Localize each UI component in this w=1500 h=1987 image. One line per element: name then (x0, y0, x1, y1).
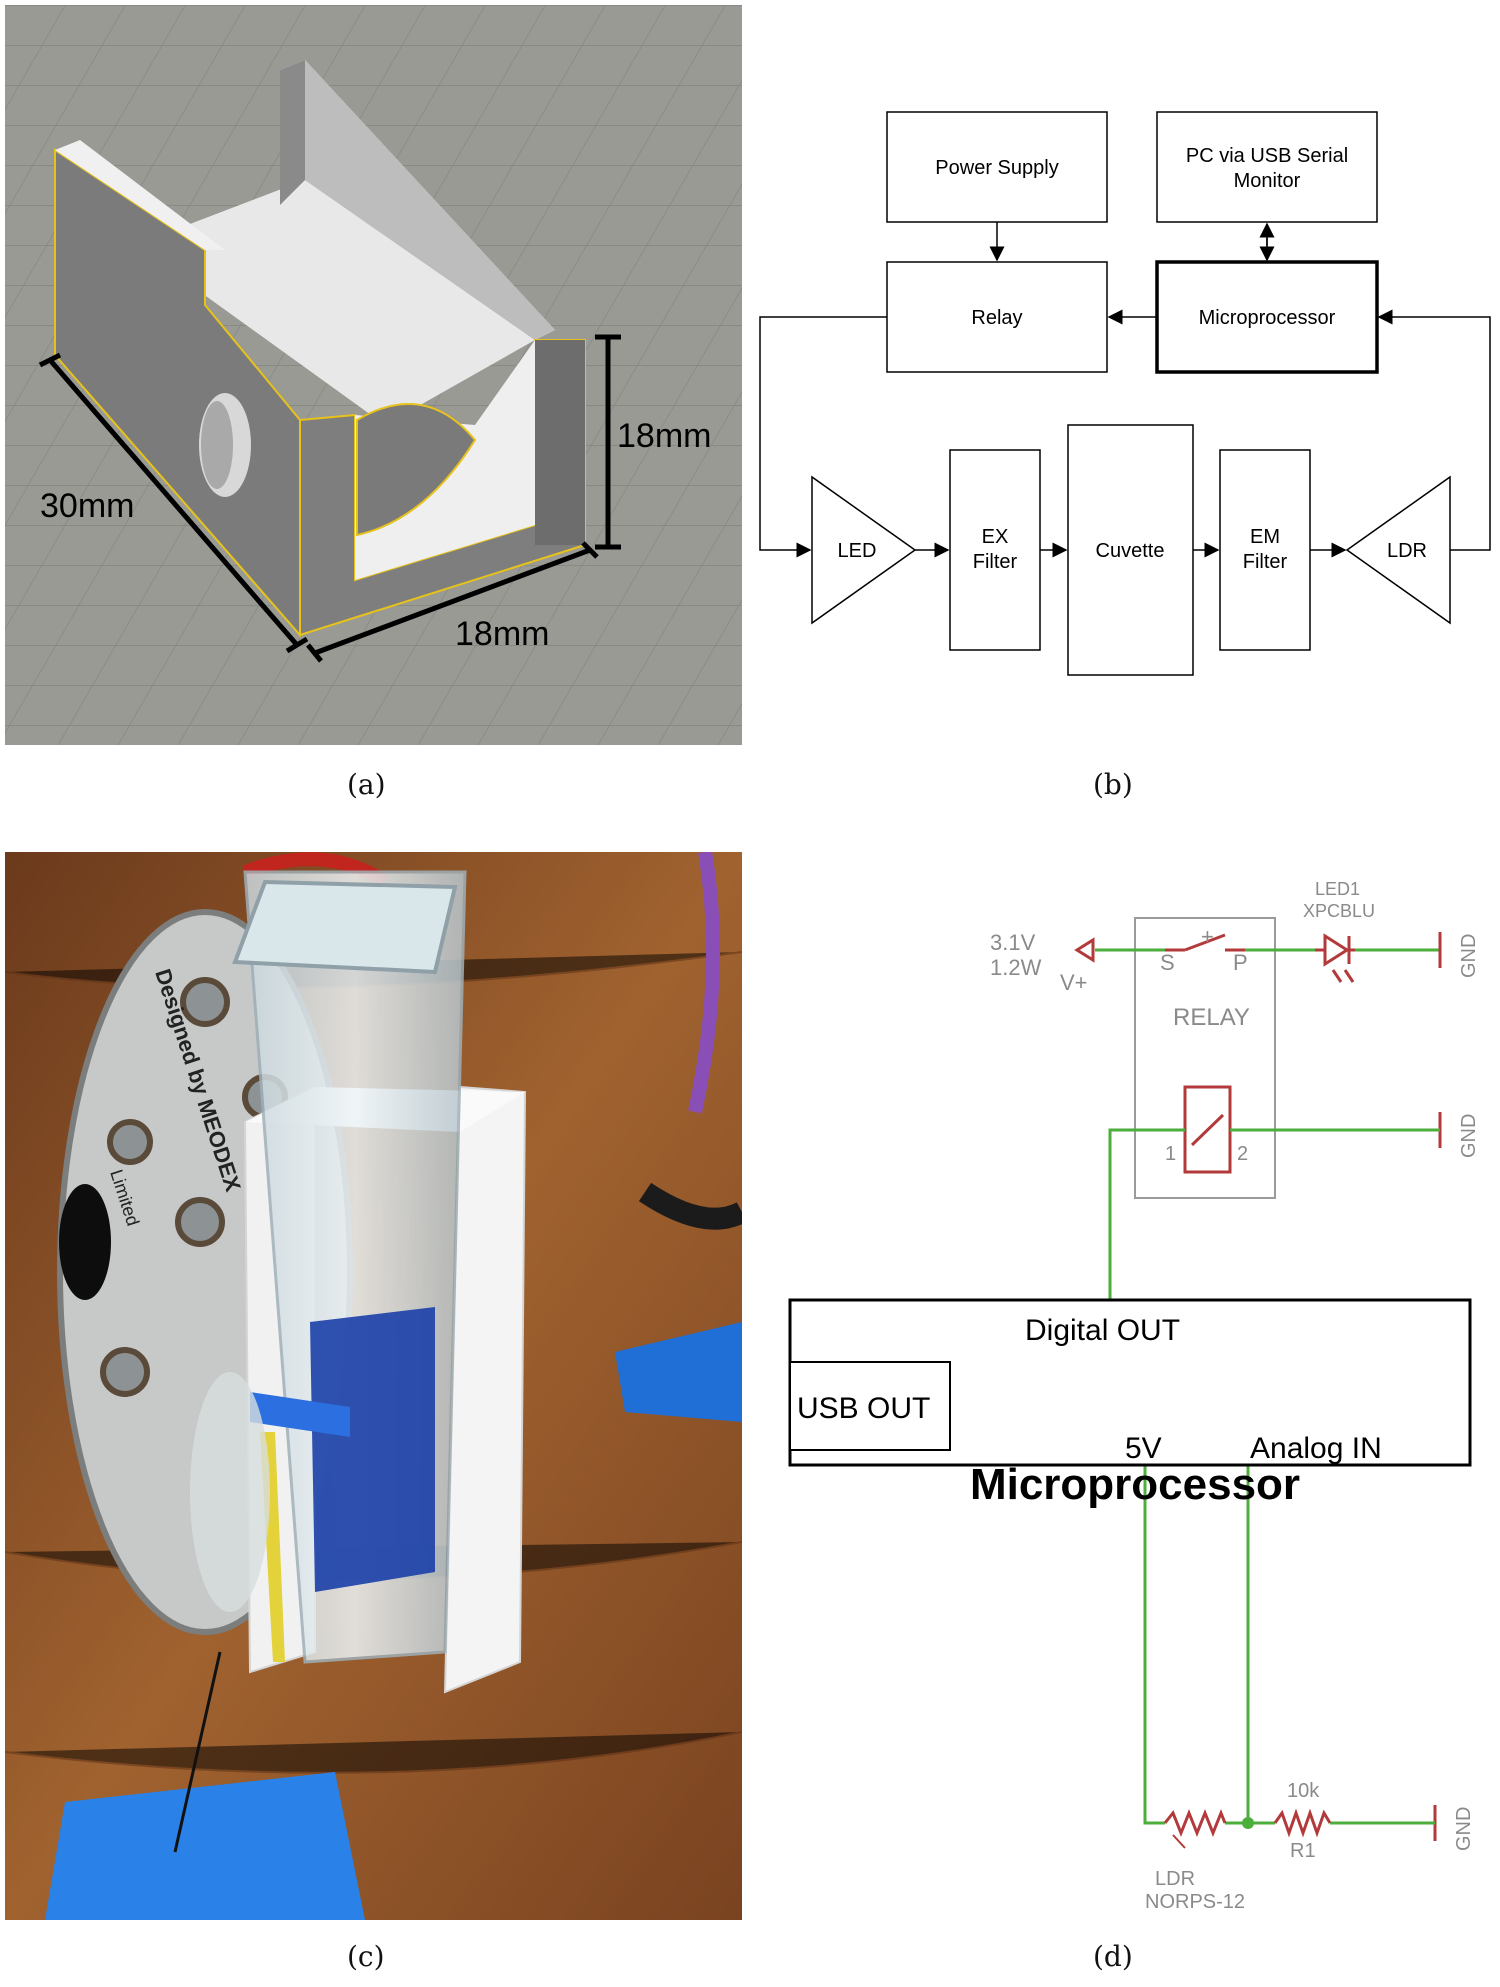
relay-label: Relay (971, 307, 1022, 329)
arrow-relay-to-led (759, 316, 887, 558)
usb-out-label: USB OUT (797, 1392, 930, 1425)
block-diagram: Power Supply PC via USB Serial Monitor R… (759, 111, 1491, 676)
microprocessor-label: Microprocessor (1199, 307, 1336, 329)
thin-wire (173, 1651, 222, 1853)
dimension-length-label: 30mm (40, 487, 134, 525)
five-v-label: 5V (1125, 1432, 1162, 1465)
circuit-schematic: 3.1V 1.2W V+ S + P RELAY 1 2 LED1 XPCBLU… (788, 879, 1480, 1913)
holder-inner-back-wall (305, 60, 555, 340)
em-label-line2: Filter (1243, 551, 1288, 573)
wire-digital-out (1108, 1128, 1165, 1300)
gnd-label-coil: GND (1458, 1114, 1480, 1158)
side-hole-shadow (201, 401, 233, 489)
led-triangle (811, 475, 917, 625)
holder-floor (135, 180, 535, 425)
gnd-label-top: GND (1458, 934, 1480, 978)
cuvette-holder-render: 30mm 18mm 18mm (5, 5, 742, 745)
caption-c: (c) (347, 1940, 385, 1973)
blue-tape-strip (250, 1392, 350, 1437)
em-filter-block (1219, 449, 1311, 651)
blue-tape-right (615, 1322, 742, 1422)
device-photo: Designed by MEODEX Limited (5, 852, 742, 1920)
supply-voltage-label: 3.1V (990, 930, 1036, 955)
holder-back-wall-face (280, 60, 305, 205)
supply-arrow (1074, 937, 1095, 963)
r1-name-label: R1 (1290, 1840, 1316, 1862)
led-name-label: LED1 (1315, 879, 1360, 899)
cuvette-opening (232, 879, 458, 975)
panel-b: Power Supply PC via USB Serial Monitor R… (755, 100, 1500, 690)
cuvette-blue-filter (310, 1307, 435, 1592)
led-symbol (1315, 933, 1355, 983)
pc-label-line1: PC via USB Serial (1186, 145, 1348, 167)
slot-hole (356, 403, 477, 537)
relay-name-label: RELAY (1173, 1004, 1250, 1031)
vplus-label: V+ (1060, 970, 1088, 995)
caption-b: (b) (1093, 768, 1133, 801)
relay-p-label: P (1233, 950, 1248, 975)
dimension-height-label: 18mm (617, 417, 711, 455)
ldr-name-label: LDR (1155, 1868, 1195, 1890)
purple-wire (688, 852, 720, 1114)
relay-switch (1165, 933, 1245, 952)
led-label: LED (838, 540, 877, 562)
dimension-width-label: 18mm (455, 615, 549, 653)
power-supply-label: Power Supply (935, 157, 1058, 179)
ex-label-line1: EX (982, 526, 1009, 548)
supply-power-label: 1.2W (990, 955, 1042, 980)
arrow-ldr-to-micro (1377, 309, 1491, 551)
relay-s-label: S (1160, 950, 1175, 975)
black-wire (638, 1182, 742, 1230)
blue-tape-bottom (45, 1772, 365, 1920)
ldr-symbol (1163, 1808, 1227, 1838)
relay-plus-label: + (1201, 924, 1214, 949)
relay-block (886, 261, 1108, 373)
microprocessor-block (1155, 260, 1379, 374)
ex-filter-block (949, 449, 1041, 651)
dimension-length-line (38, 352, 309, 654)
dimension-height-line (595, 334, 621, 550)
em-label-line1: EM (1250, 526, 1280, 548)
panel-c: Designed by MEODEX Limited (5, 852, 742, 1920)
coil-pin1-label: 1 (1165, 1143, 1176, 1165)
ldr-part-label: NORPS-12 (1145, 1891, 1245, 1913)
relay-outline (1134, 917, 1276, 1199)
analog-in-label: Analog IN (1250, 1432, 1382, 1465)
pcb-chip (59, 1184, 111, 1300)
wire-5v (1143, 1465, 1165, 1825)
panel-d: 3.1V 1.2W V+ S + P RELAY 1 2 LED1 XPCBLU… (755, 860, 1500, 1920)
ldr-label: LDR (1387, 540, 1427, 562)
digital-out-label: Digital OUT (1025, 1314, 1180, 1347)
pc-block (1156, 111, 1378, 223)
cuvette-block (1067, 424, 1194, 676)
holder-left-wall-top (55, 140, 225, 250)
dimension-width-line (306, 541, 599, 663)
caption-a: (a) (347, 768, 386, 801)
gnd-label-bottom: GND (1453, 1807, 1475, 1851)
caption-d: (d) (1093, 1940, 1133, 1973)
power-supply-block (886, 111, 1108, 223)
holder-front-wall-right (535, 340, 585, 545)
r1-value-label: 10k (1287, 1780, 1320, 1802)
ex-label-line2: Filter (973, 551, 1018, 573)
pc-label-line2: Monitor (1234, 170, 1301, 192)
led-lens (190, 1372, 270, 1612)
panel-a: 30mm 18mm 18mm (5, 5, 742, 745)
microprocessor-title: Microprocessor (969, 1460, 1301, 1509)
cuvette-label: Cuvette (1096, 540, 1165, 562)
coil-pin2-label: 2 (1237, 1143, 1248, 1165)
junction-node (1242, 1817, 1254, 1829)
led-part-label: XPCBLU (1303, 901, 1375, 921)
r1-symbol (1273, 1808, 1332, 1838)
usb-out-box (789, 1361, 951, 1451)
